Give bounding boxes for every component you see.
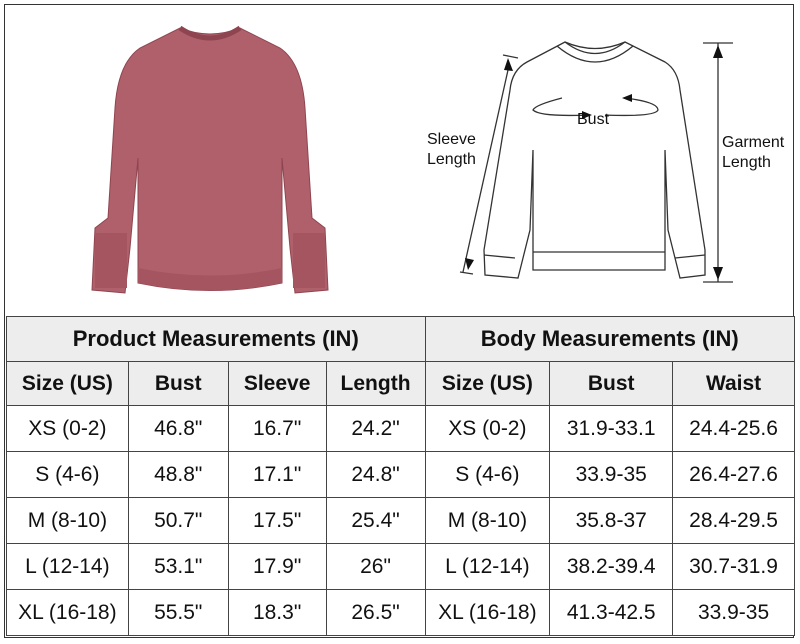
table-cell: XS (0-2) xyxy=(424,405,551,452)
product-measurements-header: Product Measurements (IN) xyxy=(6,316,426,362)
table-cell: 26.4-27.6 xyxy=(672,451,795,498)
table-row: M (8-10) 50.7" 17.5" 25.4" M (8-10) 35.8-37 28… xyxy=(6,497,795,544)
table-cell: 53.1" xyxy=(127,543,229,590)
table-row: L (12-14) 53.1" 17.9" 26" L (12-14) 38.2-39.4… xyxy=(6,543,795,590)
table-cell: 17.9" xyxy=(227,543,327,590)
table-cell: 26" xyxy=(325,543,426,590)
column-header: Size (US) xyxy=(6,361,129,406)
table-cell: 24.8" xyxy=(325,451,426,498)
sleeve-label-line2: Length xyxy=(427,151,476,168)
table-cell: 35.8-37 xyxy=(549,497,674,544)
table-cell: 24.4-25.6 xyxy=(672,405,795,452)
table-cell: 18.3" xyxy=(227,589,327,636)
table-cell: L (12-14) xyxy=(6,543,129,590)
table-row: XL (16-18) 55.5" 18.3" 26.5" XL (16-18) 41.3-… xyxy=(6,589,795,636)
table-cell: 50.7" xyxy=(127,497,229,544)
sweater-photo xyxy=(91,25,329,294)
table-cell: 16.7" xyxy=(227,405,327,452)
garment-label-line1: Garment xyxy=(722,134,785,151)
table-cell: XL (16-18) xyxy=(424,589,551,636)
garment-label-line2: Length xyxy=(722,154,771,171)
body-measurements-header: Body Measurements (IN) xyxy=(424,316,795,362)
table-cell: 17.1" xyxy=(227,451,327,498)
table-cell: 28.4-29.5 xyxy=(672,497,795,544)
table-cell: 17.5" xyxy=(227,497,327,544)
column-header: Sleeve xyxy=(227,361,327,406)
table-cell: 33.9-35 xyxy=(672,589,795,636)
sleeve-label-line1: Sleeve xyxy=(427,131,476,148)
bust-label: Bust xyxy=(577,111,610,128)
table-cell: L (12-14) xyxy=(424,543,551,590)
column-header: Bust xyxy=(127,361,229,406)
table-cell: 25.4" xyxy=(325,497,426,544)
table-cell: 48.8" xyxy=(127,451,229,498)
table-cell: 31.9-33.1 xyxy=(549,405,674,452)
size-table: Product Measurements (IN) Body Measureme… xyxy=(6,316,795,636)
column-header: Length xyxy=(325,361,426,406)
column-header: Waist xyxy=(672,361,795,406)
garment-length-label: Garment Length xyxy=(722,133,784,173)
table-cell: 30.7-31.9 xyxy=(672,543,795,590)
table-cell: S (4-6) xyxy=(424,451,551,498)
table-cell: M (8-10) xyxy=(424,497,551,544)
table-cell: XS (0-2) xyxy=(6,405,129,452)
table-row: S (4-6) 48.8" 17.1" 24.8" S (4-6) 33.9-35 26.4… xyxy=(6,451,795,498)
measurement-diagram xyxy=(459,41,733,283)
table-cell: 33.9-35 xyxy=(549,451,674,498)
table-cell: M (8-10) xyxy=(6,497,129,544)
table-cell: 46.8" xyxy=(127,405,229,452)
table-cell: 55.5" xyxy=(127,589,229,636)
table-cell: 24.2" xyxy=(325,405,426,452)
table-cell: 41.3-42.5 xyxy=(549,589,674,636)
table-cell: XL (16-18) xyxy=(6,589,129,636)
table-cell: S (4-6) xyxy=(6,451,129,498)
sleeve-length-label: Sleeve Length xyxy=(427,130,476,170)
table-row: XS (0-2) 46.8" 16.7" 24.2" XS (0-2) 31.9-33.1… xyxy=(6,405,795,452)
table-cell: 26.5" xyxy=(325,589,426,636)
table-cell: 38.2-39.4 xyxy=(549,543,674,590)
column-header: Bust xyxy=(549,361,674,406)
column-header: Size (US) xyxy=(424,361,551,406)
